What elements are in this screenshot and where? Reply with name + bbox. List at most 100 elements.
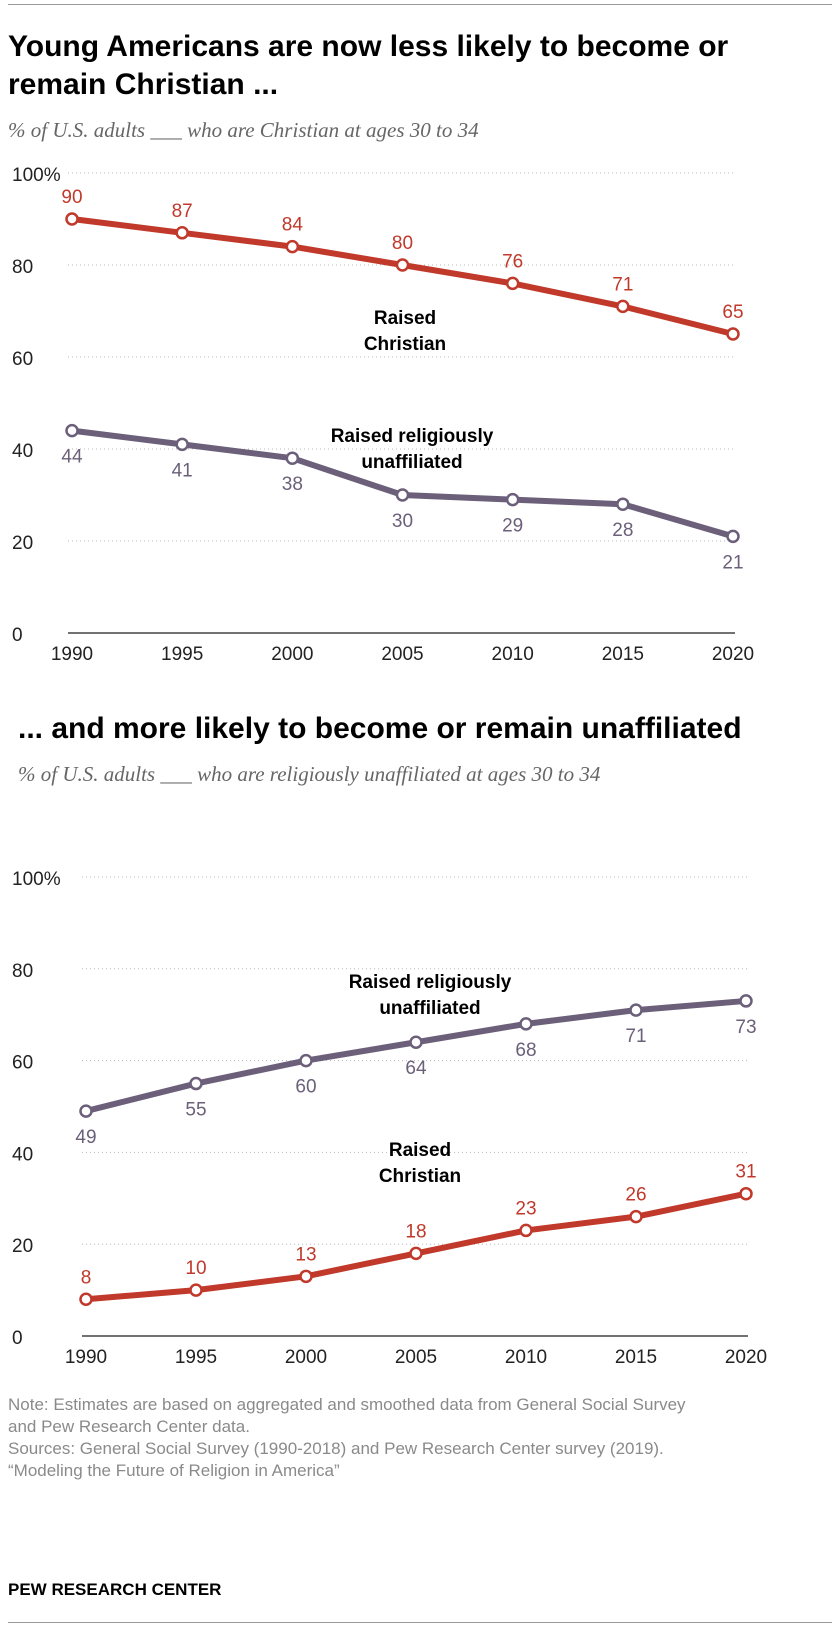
y-tick-label: 20 [12,1236,33,1257]
source-line-1: Sources: General Social Survey (1990-201… [8,1439,664,1458]
data-point [65,423,79,438]
x-tick-label: 2010 [492,644,534,665]
data-point [65,212,79,226]
y-tick-label: 40 [12,441,33,462]
data-point [726,529,740,544]
data-label: 41 [172,460,193,481]
x-tick-label: 2020 [712,644,754,665]
data-point [616,497,630,511]
series-name-label: Raised [389,1140,451,1161]
source-line-2: “Modeling the Future of Religion in Amer… [8,1461,340,1480]
x-tick-label: 1995 [175,1347,217,1368]
y-tick-label: 60 [12,349,33,370]
data-label: 80 [392,233,413,254]
y-tick-label: 0 [12,625,23,646]
data-label: 71 [612,274,633,295]
y-tick-label: 100% [12,165,61,186]
data-label: 28 [612,520,633,541]
data-point [726,327,740,341]
chart-2-unaffiliated: 0 20 40 60 80 100% 1990 1995 2000 2005 2010 2015 202… [12,869,767,1368]
note-line-1: Note: Estimates are based on aggregated … [8,1395,686,1414]
x-tick-label: 2020 [725,1347,767,1368]
data-point [285,239,300,254]
chart-1-title: Young Americans are now less likely to b… [8,30,729,101]
data-label: 18 [405,1221,426,1242]
x-tick-label: 1990 [51,644,93,665]
data-label: 44 [61,447,83,468]
top-rule [8,4,832,5]
data-label: 65 [722,302,743,323]
data-point [395,488,410,502]
data-label: 73 [735,1017,756,1038]
data-point [79,1104,93,1118]
data-point [629,1003,643,1017]
data-label: 30 [392,511,413,532]
data-point [285,451,300,465]
y-tick-label: 0 [12,1328,23,1349]
y-tick-label: 40 [12,1144,33,1165]
data-point [409,1246,423,1261]
data-point [629,1209,643,1224]
x-tick-label: 2005 [381,644,423,665]
y-tick-label: 60 [12,1053,33,1074]
data-point [175,437,189,452]
footnotes: Note: Estimates are based on aggregated … [8,1394,832,1482]
data-label: 49 [75,1127,96,1148]
data-point [299,1269,313,1284]
brand-logo-text: PEW RESEARCH CENTER [8,1580,222,1599]
data-label: 84 [282,215,304,236]
note-line-2: and Pew Research Center data. [8,1417,250,1436]
x-tick-label: 1990 [65,1347,107,1368]
series-name-label: unaffiliated [361,452,462,473]
data-point [175,226,189,240]
chart-1-christian: 0 20 40 60 80 100% 1990 1995 2000 2005 2010 2015 202… [12,165,754,665]
data-point [395,258,410,272]
series-name-label: Christian [364,334,446,355]
data-label: 29 [502,516,523,537]
data-label: 87 [172,201,193,222]
data-point [505,492,520,507]
data-point [409,1035,423,1049]
data-label: 10 [185,1258,206,1279]
data-point [299,1053,313,1068]
data-label: 90 [61,187,82,208]
chart-2-subtitle: % of U.S. adults ___ who are religiously… [18,762,601,786]
data-point [739,1186,753,1201]
data-point [616,299,630,314]
series-name-label: Raised religiously [349,972,512,993]
y-tick-label: 20 [12,533,33,554]
data-point [189,1283,203,1297]
x-tick-label: 2015 [615,1347,657,1368]
data-point [79,1292,93,1307]
series-line [83,1190,749,1303]
data-label: 31 [735,1162,756,1183]
x-tick-label: 2010 [505,1347,547,1368]
data-label: 38 [282,474,303,495]
x-tick-label: 1995 [161,644,203,665]
data-point [519,1017,533,1031]
data-label: 64 [405,1058,427,1079]
x-tick-label: 2000 [271,644,313,665]
x-tick-label: 2005 [395,1347,437,1368]
data-label: 23 [515,1198,536,1219]
data-label: 60 [295,1077,316,1098]
chart-1-subtitle: % of U.S. adults ___ who are Christian a… [8,118,479,142]
data-label: 8 [81,1267,92,1288]
data-label: 68 [515,1040,536,1061]
data-label: 26 [625,1185,646,1206]
data-point [519,1223,533,1238]
x-tick-label: 2015 [602,644,644,665]
data-label: 55 [185,1100,206,1121]
y-tick-label: 80 [12,961,33,982]
series-name-label: Raised religiously [331,426,494,447]
y-tick-label: 100% [12,869,61,890]
data-label: 21 [722,552,743,573]
data-point [505,276,520,291]
data-label: 76 [502,251,523,272]
bottom-rule [8,1622,832,1623]
data-point [189,1076,203,1091]
y-tick-label: 80 [12,257,33,278]
data-label: 13 [295,1244,316,1265]
data-label: 71 [625,1026,646,1047]
series-name-label: unaffiliated [379,998,480,1019]
